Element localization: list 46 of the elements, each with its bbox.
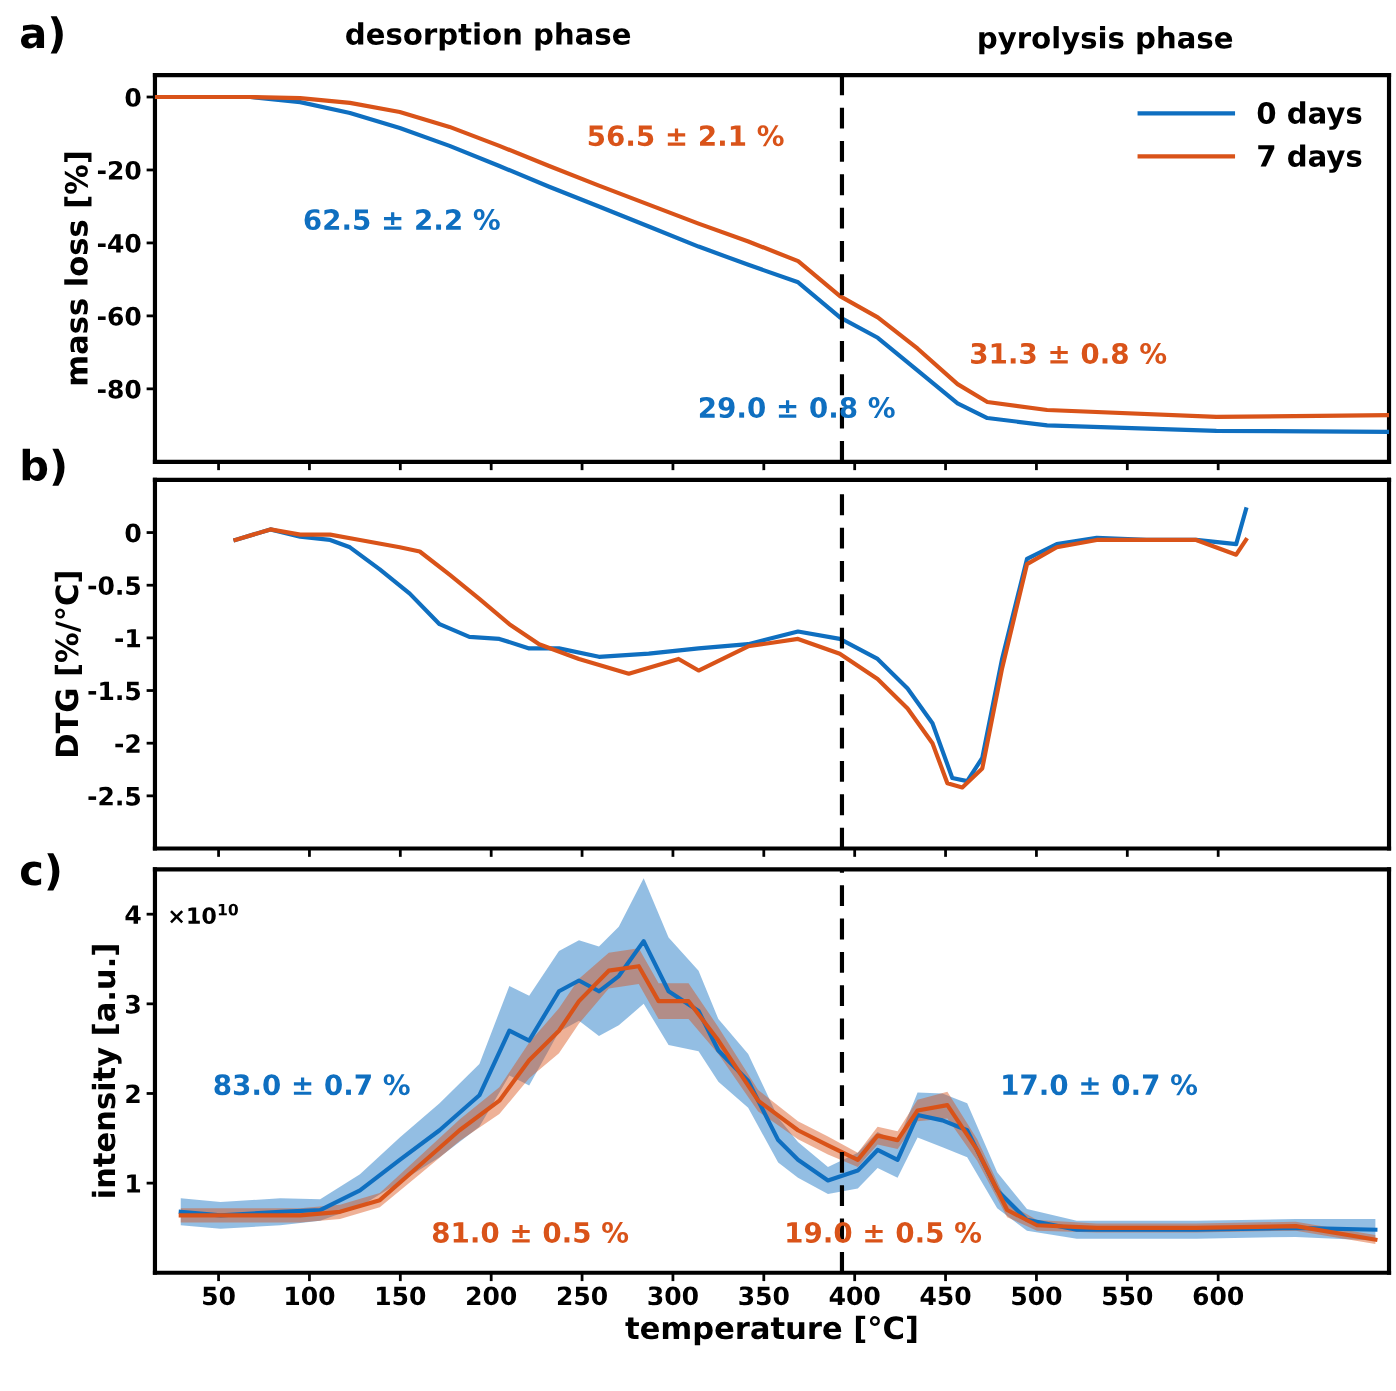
x-tick-label: 450 [920, 1286, 971, 1306]
y-tick-label: 2 [126, 1084, 140, 1103]
y-axis-title: mass loss [%] [64, 152, 92, 385]
annotation: 83.0 ± 0.7 % [214, 1074, 410, 1096]
x-axis-title: temperature [°C] [625, 1315, 917, 1346]
text: b) [22, 448, 65, 486]
annotation: 17.0 ± 0.7 % [1003, 1074, 1198, 1096]
x-tick-label: 50 [203, 1286, 235, 1306]
y-tick-label: -0.5 [88, 576, 141, 596]
y-tick-label: 3 [126, 994, 140, 1014]
y-tick-label: 4 [125, 905, 141, 924]
y-tick-label: -1.5 [88, 681, 141, 701]
x-tick-label: 400 [829, 1286, 880, 1306]
y-tick-label: 1 [127, 1174, 141, 1193]
y-tick-label: -40 [97, 233, 141, 253]
y-tick-label: -1 [115, 629, 141, 648]
y-tick-label: -80 [97, 379, 141, 399]
x-tick-label: 600 [1193, 1286, 1244, 1306]
annotation: 31.3 ± 0.8 % [971, 342, 1167, 364]
y-tick-label: -2 [115, 734, 140, 753]
annotation: 81.0 ± 0.5 % [432, 1221, 629, 1243]
y-axis-title: DTG [%/°C] [54, 572, 82, 757]
x-tick-label: 200 [467, 1286, 517, 1306]
annotation: 56.5 ± 2.1 % [588, 125, 784, 147]
annotation: 29.0 ± 0.8 % [699, 397, 895, 419]
annotation: ×10$^{10}$ [170, 903, 238, 925]
text: c) [21, 853, 60, 891]
annotation: 62.5 ± 2.2 % [304, 209, 500, 231]
y-axis-title: intensity [a.u.] [91, 945, 122, 1197]
x-tick-label: 550 [1103, 1286, 1153, 1306]
text: desorption phase [346, 22, 631, 51]
legend-label: 7 days [1258, 144, 1362, 173]
x-tick-label: 250 [557, 1286, 607, 1306]
legend-label: 0 days [1257, 101, 1362, 130]
y-tick-label: -20 [97, 160, 141, 180]
y-tick-label: 0 [125, 523, 141, 543]
x-tick-label: 500 [1012, 1286, 1062, 1306]
x-tick-label: 350 [739, 1286, 789, 1306]
y-tick-label: -2.5 [88, 786, 141, 806]
x-tick-label: 150 [377, 1286, 426, 1306]
x-tick-label: 300 [648, 1286, 698, 1306]
text: pyrolysis phase [979, 26, 1233, 55]
y-tick-label: 0 [125, 87, 141, 107]
x-tick-label: 100 [286, 1286, 335, 1306]
y-tick-label: -60 [97, 306, 141, 326]
text: a) [21, 16, 63, 54]
